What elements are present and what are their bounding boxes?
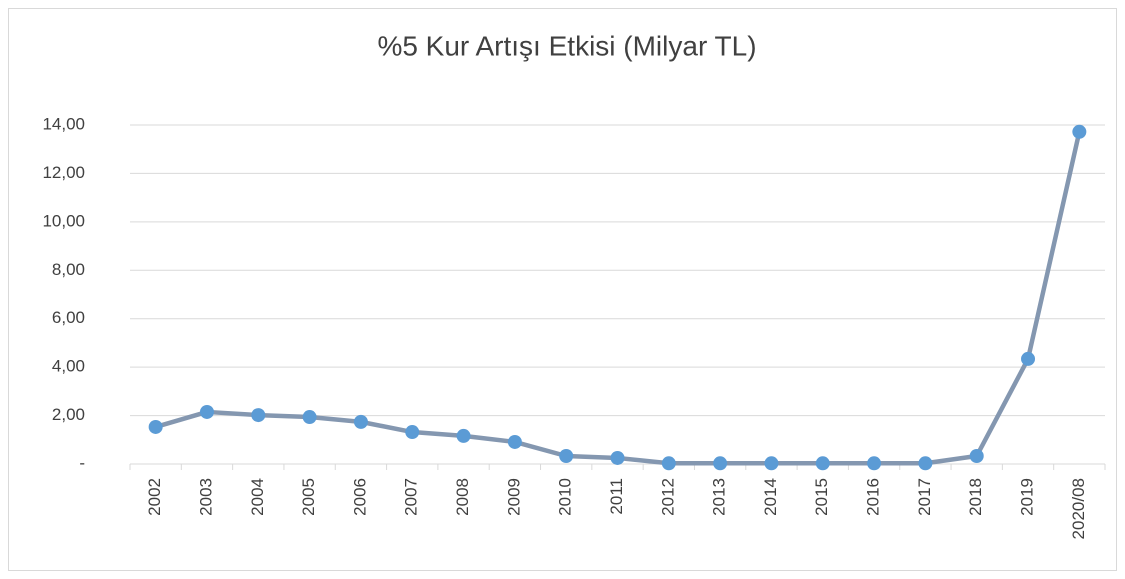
x-tick-label: 2013 bbox=[710, 478, 729, 516]
marker bbox=[1072, 124, 1087, 139]
chart-border bbox=[8, 8, 1117, 571]
marker bbox=[302, 410, 317, 425]
marker bbox=[969, 449, 984, 464]
marker bbox=[199, 404, 214, 419]
marker bbox=[610, 450, 625, 465]
x-tick-label: 2008 bbox=[453, 478, 472, 516]
marker bbox=[713, 456, 728, 471]
x-tick-label: 2018 bbox=[966, 478, 985, 516]
marker bbox=[918, 456, 933, 471]
marker bbox=[251, 408, 266, 423]
marker bbox=[507, 434, 522, 449]
y-tick-label: 6,00 bbox=[52, 308, 85, 327]
x-tick-label: 2007 bbox=[402, 478, 421, 516]
marker bbox=[559, 449, 574, 464]
y-tick-label: 10,00 bbox=[42, 211, 85, 230]
marker bbox=[456, 428, 471, 443]
marker bbox=[661, 456, 676, 471]
x-tick-label: 2004 bbox=[248, 478, 267, 516]
marker bbox=[405, 425, 420, 440]
x-tick-label: 2012 bbox=[658, 478, 677, 516]
x-tick-label: 2005 bbox=[299, 478, 318, 516]
y-tick-label: - bbox=[79, 453, 85, 472]
y-tick-label: 8,00 bbox=[52, 260, 85, 279]
marker bbox=[815, 456, 830, 471]
x-tick-label: 2017 bbox=[915, 478, 934, 516]
x-tick-label: 2003 bbox=[196, 478, 215, 516]
marker bbox=[867, 456, 882, 471]
x-tick-label: 2014 bbox=[761, 478, 780, 516]
marker bbox=[353, 414, 368, 429]
x-tick-label: 2002 bbox=[145, 478, 164, 516]
x-tick-label: 2011 bbox=[607, 478, 626, 515]
y-tick-label: 14,00 bbox=[42, 114, 85, 133]
x-tick-label: 2010 bbox=[556, 478, 575, 516]
marker bbox=[1021, 351, 1036, 366]
x-tick-label: 2019 bbox=[1018, 478, 1037, 516]
x-tick-label: 2015 bbox=[812, 478, 831, 516]
y-tick-label: 12,00 bbox=[42, 163, 85, 182]
marker bbox=[148, 419, 163, 434]
marker bbox=[764, 456, 779, 471]
x-tick-label: 2009 bbox=[504, 478, 523, 516]
chart-title: %5 Kur Artışı Etkisi (Milyar TL) bbox=[377, 30, 756, 61]
y-tick-label: 4,00 bbox=[52, 357, 85, 376]
x-tick-label: 2016 bbox=[864, 478, 883, 516]
x-tick-label: 2020/08 bbox=[1069, 478, 1088, 539]
y-tick-label: 2,00 bbox=[52, 405, 85, 424]
x-tick-label: 2006 bbox=[350, 478, 369, 516]
